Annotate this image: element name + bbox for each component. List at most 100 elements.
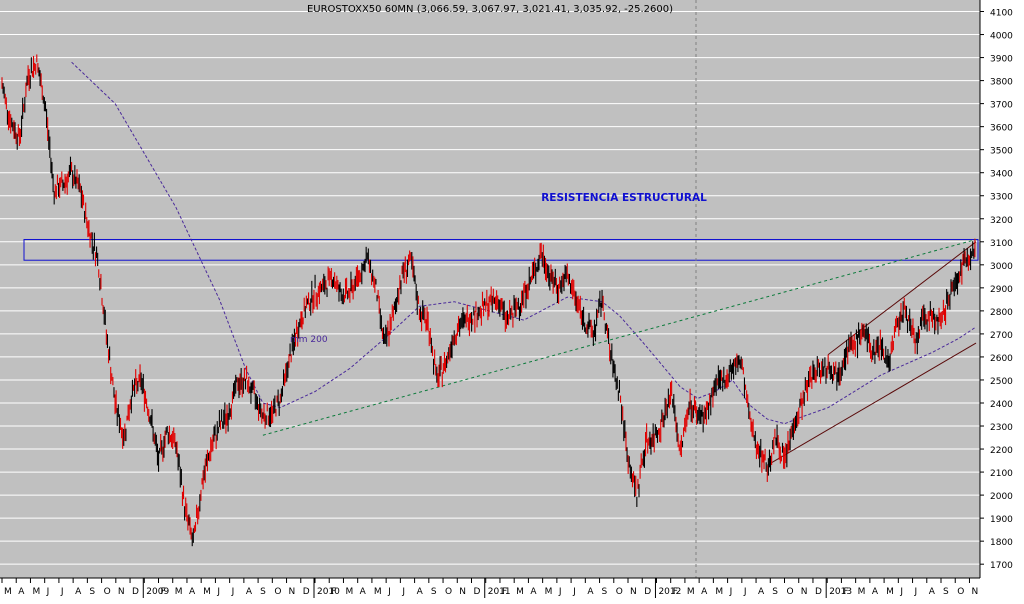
y-axis-panel [980, 0, 1024, 599]
x-tick-label: S [260, 587, 266, 597]
x-tick-label: O [274, 587, 281, 597]
x-tick-label: J [729, 587, 733, 597]
x-tick-label: S [602, 587, 608, 597]
x-tick-label: A [18, 587, 25, 597]
x-tick-label: J [899, 587, 903, 597]
y-tick-label: 2200 [990, 446, 1013, 456]
x-tick-label: O [445, 587, 452, 597]
x-tick-label: D [303, 587, 310, 597]
y-tick-label: 3600 [990, 124, 1013, 134]
x-tick-label: F [673, 587, 678, 597]
x-tick-label: A [872, 587, 879, 597]
y-tick-label: 3300 [990, 193, 1013, 203]
plot-area [0, 0, 980, 578]
x-tick-label: A [189, 587, 196, 597]
x-tick-label: A [75, 587, 82, 597]
x-tick-label: O [957, 587, 964, 597]
x-tick-label: D [474, 587, 481, 597]
x-tick-label: A [929, 587, 936, 597]
x-tick-label: M [886, 587, 894, 597]
y-tick-label: 2400 [990, 400, 1013, 410]
x-tick-label: O [616, 587, 623, 597]
x-tick-label: D [815, 587, 822, 597]
y-axis: 1700 1800 1900 2000 2100 2200 2300 2400 2500 2600… [979, 0, 1024, 599]
x-tick-label: 2013 [829, 587, 852, 597]
x-tick-label: A [417, 587, 424, 597]
x-tick-label: S [943, 587, 949, 597]
x-tick-label: M [545, 587, 553, 597]
x-tick-label: O [104, 587, 111, 597]
x-tick-label: S [89, 587, 95, 597]
y-tick-label: 3000 [990, 262, 1013, 272]
x-tick-label: M [516, 587, 524, 597]
x-tick-label: J [46, 587, 50, 597]
x-tick-label: S [431, 587, 437, 597]
y-tick-label: 1700 [990, 561, 1013, 571]
x-tick-label: N [118, 587, 125, 597]
y-tick-label: 1800 [990, 538, 1013, 548]
y-tick-label: 3500 [990, 147, 1013, 157]
channel-lower-line [767, 342, 977, 466]
x-tick-label: A [758, 587, 765, 597]
y-tick-label: 3100 [990, 239, 1013, 249]
x-tick-label: S [772, 587, 778, 597]
x-tick-label: J [216, 587, 220, 597]
chart-title: EUROSTOXX50 60MN (3,066.59, 3,067.97, 3,… [307, 4, 673, 15]
y-tick-label: 4000 [990, 32, 1013, 42]
x-tick-label: M [203, 587, 211, 597]
x-tick-label: F [331, 587, 336, 597]
y-tick-label: 3200 [990, 216, 1013, 226]
y-tick-label: 4100 [990, 9, 1013, 19]
x-tick-label: J [914, 587, 918, 597]
x-tick-label: J [558, 587, 562, 597]
x-tick-label: N [459, 587, 466, 597]
resistance-box [23, 238, 979, 261]
x-tick-label: 2009 [146, 587, 169, 597]
y-tick-label: 2500 [990, 377, 1013, 387]
x-tick-label: A [530, 587, 537, 597]
x-tick-label: N [289, 587, 296, 597]
y-tick-label: 2600 [990, 354, 1013, 364]
y-tick-label: 2700 [990, 331, 1013, 341]
y-tick-label: 2900 [990, 285, 1013, 295]
x-tick-label: 2011 [488, 587, 511, 597]
y-tick-label: 1900 [990, 515, 1013, 525]
x-tick-label: F [502, 587, 507, 597]
x-tick-label: J [387, 587, 391, 597]
x-tick-label: J [743, 587, 747, 597]
x-tick-label: 2012 [658, 587, 681, 597]
x-tick-label: A [701, 587, 708, 597]
resistance-label: RESISTENCIA ESTRUCTURAL [541, 192, 707, 204]
x-tick-label: D [644, 587, 651, 597]
x-tick-label: F [161, 587, 166, 597]
y-tick-label: 3700 [990, 101, 1013, 111]
x-tick-label: M [715, 587, 723, 597]
mm200-label: mm 200 [290, 335, 328, 345]
x-tick-label: O [787, 587, 794, 597]
y-tick-label: 3400 [990, 170, 1013, 180]
x-tick-label: F [843, 587, 848, 597]
x-tick-label: A [246, 587, 253, 597]
y-tick-label: 2300 [990, 423, 1013, 433]
x-tick-label: M [858, 587, 866, 597]
y-tick-label: 2800 [990, 308, 1013, 318]
y-tick-label: 3800 [990, 78, 1013, 88]
x-tick-label: J [572, 587, 576, 597]
x-tick-label: N [801, 587, 808, 597]
x-tick-label: M [687, 587, 695, 597]
x-tick-label: M [345, 587, 353, 597]
x-tick-label: M [32, 587, 40, 597]
channel-upper-line [827, 241, 977, 356]
x-tick-label: N [971, 587, 978, 597]
x-tick-label: J [401, 587, 405, 597]
x-tick-label: A [587, 587, 594, 597]
x-tick-label: M [4, 587, 12, 597]
y-tick-label: 2000 [990, 492, 1013, 502]
x-tick-label: A [360, 587, 367, 597]
x-tick-label: N [630, 587, 637, 597]
x-tick-label: J [231, 587, 235, 597]
x-tick-label: 2010 [317, 587, 340, 597]
